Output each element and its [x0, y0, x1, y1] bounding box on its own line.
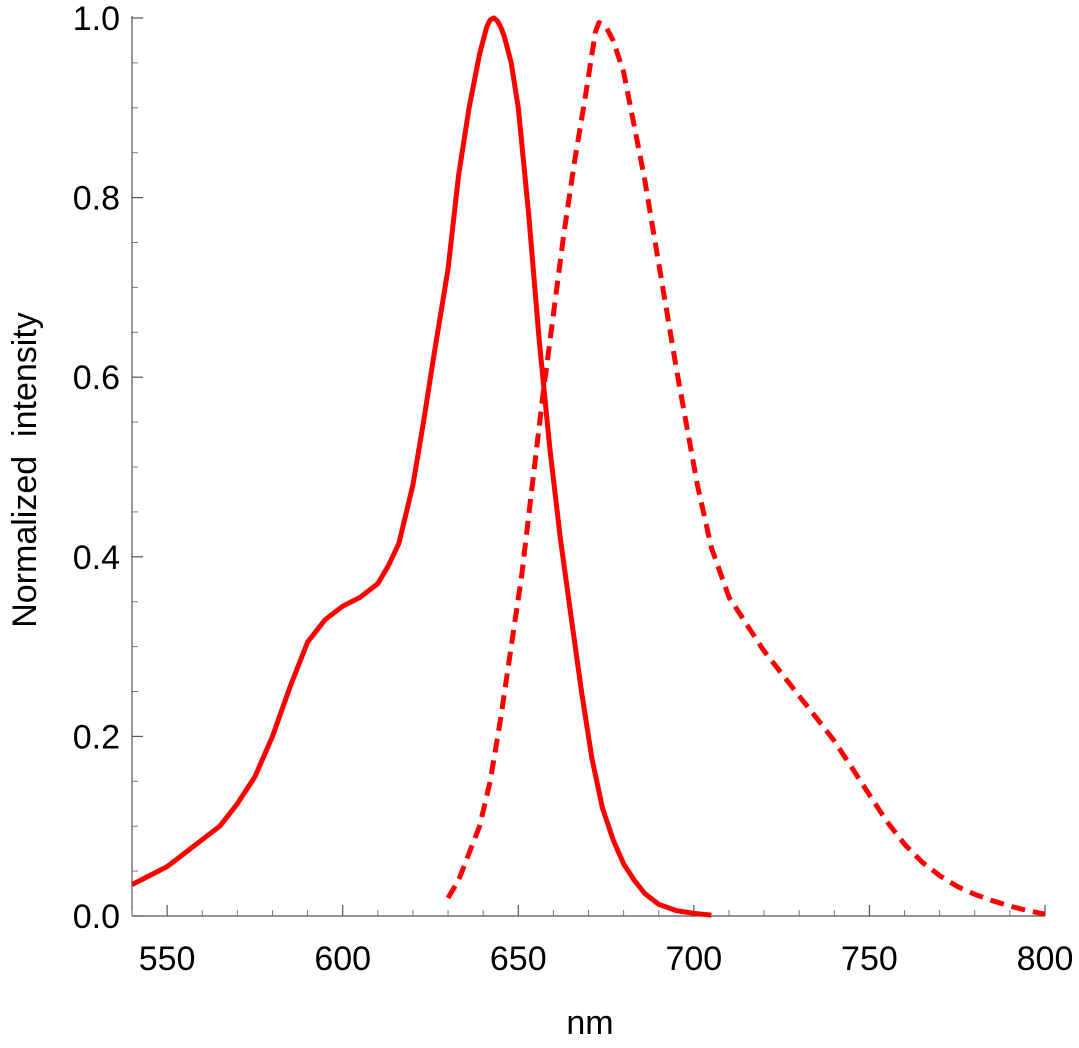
- y-tick-label: 0.2: [73, 718, 120, 756]
- y-tick-label: 0.0: [73, 898, 120, 936]
- plot-area: [130, 15, 1046, 918]
- y-tick-label: 0.6: [73, 359, 120, 397]
- y-tick-label: 0.8: [73, 180, 120, 218]
- y-tick-label: 1.0: [73, 0, 120, 38]
- x-tick-label: 800: [1017, 940, 1074, 978]
- x-tick-label: 600: [314, 940, 371, 978]
- x-axis-title: nm: [566, 1004, 613, 1042]
- y-axis-title: Normalized intensity: [6, 312, 44, 628]
- y-tick-label: 0.4: [73, 539, 120, 577]
- x-tick-label: 750: [841, 940, 898, 978]
- emission-dashed-line: [445, 20, 1046, 917]
- axes: 0.0 0.2 0.4 0.6 0.8 1.0 550 600 650 700 750 800: [73, 0, 1074, 978]
- absorption-solid-line: [130, 15, 712, 918]
- x-tick-label: 550: [139, 940, 196, 978]
- x-tick-label: 650: [490, 940, 547, 978]
- x-tick-label: 700: [665, 940, 722, 978]
